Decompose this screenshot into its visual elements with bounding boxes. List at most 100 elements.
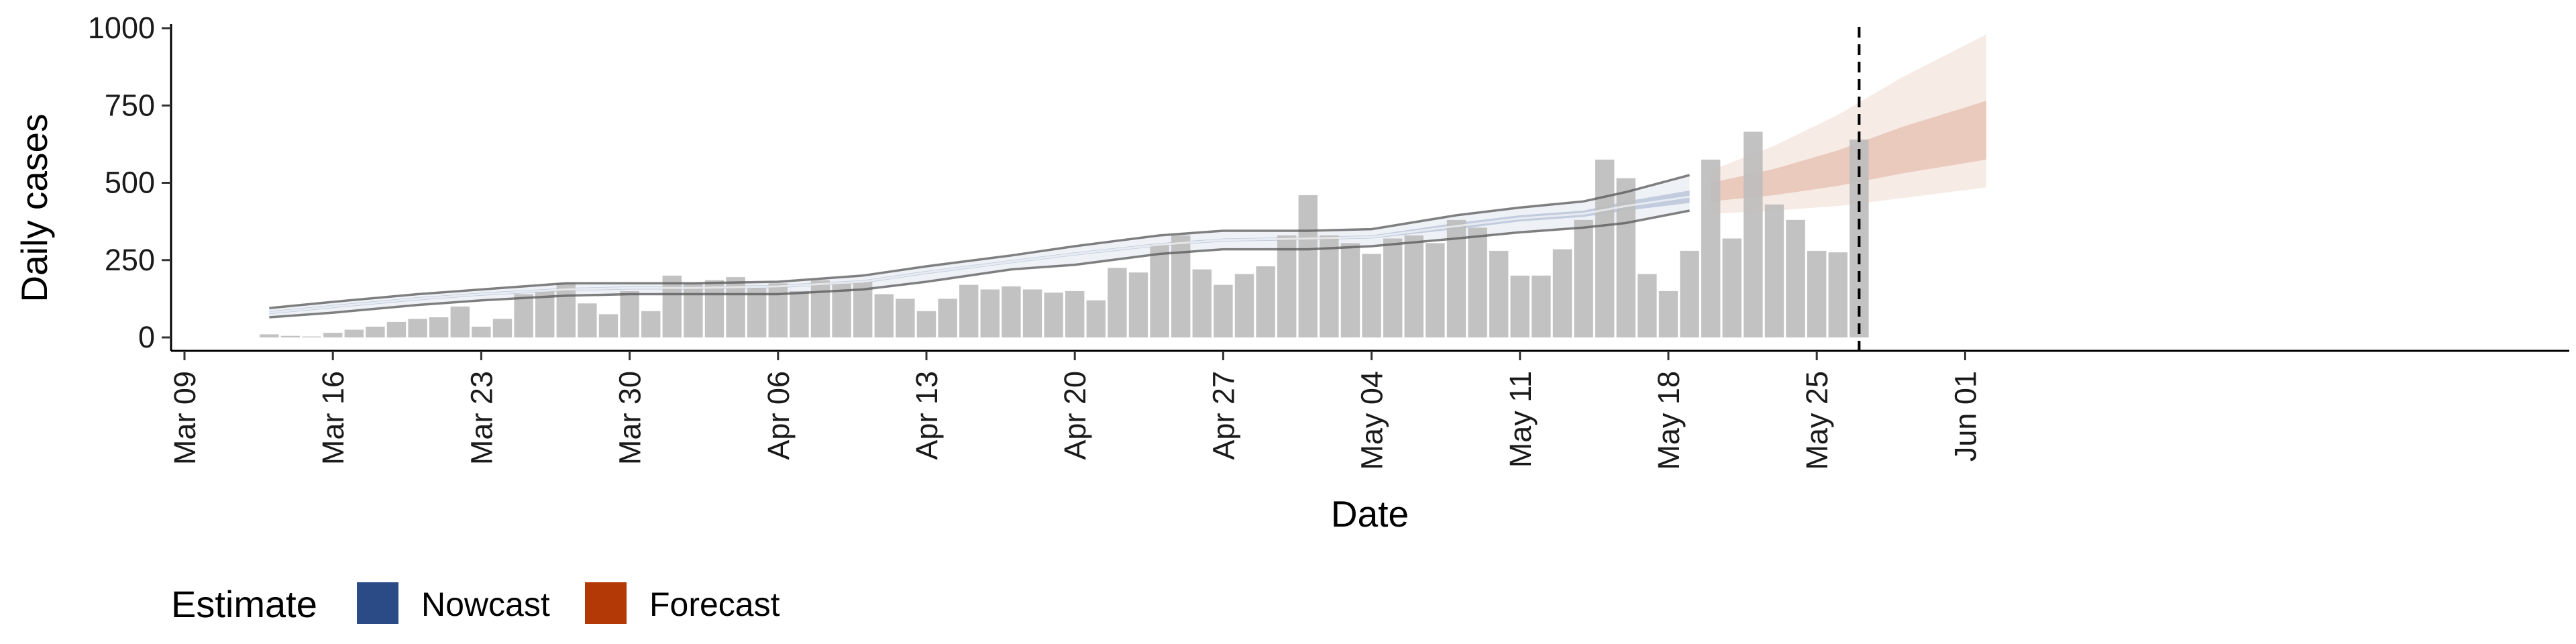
bar — [344, 329, 364, 337]
bar — [704, 280, 724, 337]
axes-layer: 0 250 500 750 1000 Mar 09 Mar 16 Mar 23 Mar 30 Ap… — [88, 11, 2569, 470]
bar — [260, 334, 279, 337]
bar — [1171, 235, 1191, 337]
bar — [980, 289, 1000, 337]
bar — [598, 314, 619, 337]
bar — [1426, 243, 1445, 337]
bar — [1595, 159, 1615, 337]
bar — [323, 333, 343, 337]
bar — [1150, 244, 1169, 337]
bar — [492, 319, 513, 337]
bar — [1404, 235, 1424, 337]
bar — [1320, 235, 1339, 337]
x-tick-label: Apr 27 — [1206, 371, 1240, 460]
bar — [874, 294, 894, 337]
bar — [1214, 284, 1233, 337]
legend: Estimate Nowcast Forecast — [171, 582, 780, 625]
bar — [1340, 243, 1360, 337]
x-tick-label: Apr 20 — [1058, 371, 1092, 460]
bar — [1658, 290, 1678, 337]
x-tick-label: Apr 06 — [761, 371, 796, 460]
bar — [1743, 131, 1763, 337]
bar — [1044, 292, 1063, 337]
y-axis-title: Daily cases — [13, 113, 55, 302]
x-tick-label: May 04 — [1355, 371, 1389, 470]
legend-label-nowcast: Nowcast — [421, 586, 550, 623]
bar — [1828, 252, 1847, 337]
bar — [1234, 274, 1254, 337]
legend-label-forecast: Forecast — [649, 586, 780, 623]
bar — [768, 283, 788, 337]
bar — [1807, 250, 1827, 337]
bar — [1722, 238, 1741, 337]
bar — [1362, 254, 1381, 337]
bar — [1256, 266, 1275, 337]
bar — [1532, 275, 1551, 337]
bar — [959, 284, 979, 337]
bar — [1701, 159, 1721, 337]
legend-swatch-forecast — [585, 582, 627, 624]
bar — [1298, 195, 1318, 337]
bar — [832, 283, 851, 337]
nowcast-median-line — [269, 195, 1690, 314]
x-tick-label: Mar 16 — [316, 371, 350, 465]
nowcast-upper-line — [269, 174, 1690, 309]
y-tick-label: 750 — [105, 88, 155, 122]
bar — [1680, 250, 1699, 337]
band-layer — [269, 34, 1986, 317]
forecast-ci50-band — [1711, 101, 1986, 202]
bar — [1510, 275, 1529, 337]
x-tick-label: Mar 09 — [168, 371, 202, 465]
x-tick-label: May 25 — [1800, 371, 1834, 470]
bar — [1022, 289, 1042, 337]
bar — [472, 326, 491, 337]
y-tick-label: 0 — [138, 320, 155, 354]
bar — [386, 321, 407, 337]
bar — [1108, 268, 1127, 337]
bar — [938, 299, 957, 337]
y-tick-label: 250 — [105, 243, 155, 277]
bar — [1616, 178, 1635, 337]
bar — [1277, 235, 1297, 337]
bar — [916, 311, 936, 337]
bar — [535, 290, 555, 337]
bar — [747, 288, 767, 337]
bar — [1192, 269, 1212, 337]
bar — [684, 283, 703, 337]
x-axis-title: Date — [1331, 493, 1409, 535]
bar — [896, 299, 915, 337]
bar — [1574, 219, 1593, 337]
bars-layer — [260, 131, 1869, 337]
forecast-ci90-band — [1711, 34, 1986, 214]
bar — [1638, 274, 1657, 337]
bar — [810, 280, 830, 337]
bar — [1468, 227, 1487, 337]
bar — [578, 303, 597, 337]
bar — [1086, 300, 1106, 337]
bar — [514, 294, 533, 337]
bar — [1489, 250, 1509, 337]
x-tick-label: Jun 01 — [1948, 371, 1982, 462]
line-layer — [269, 27, 1861, 351]
bar — [1552, 249, 1572, 337]
bar — [1786, 219, 1805, 337]
x-tick-label: Mar 23 — [464, 371, 498, 465]
bar — [1764, 204, 1784, 337]
legend-swatch-nowcast — [357, 582, 398, 624]
x-tick-label: May 11 — [1503, 371, 1538, 468]
bar — [790, 290, 809, 337]
bar — [429, 317, 449, 337]
bar — [1002, 286, 1021, 337]
bar — [620, 290, 639, 337]
bar — [1065, 290, 1085, 337]
bar — [556, 283, 576, 337]
nowcast-ci90-band — [269, 175, 1690, 317]
bar — [450, 306, 470, 337]
bar — [641, 311, 661, 337]
bar — [280, 335, 301, 337]
bar — [408, 319, 427, 337]
x-tick-label: May 18 — [1652, 371, 1686, 470]
x-tick-label: Mar 30 — [613, 371, 647, 465]
legend-title: Estimate — [171, 583, 317, 625]
bar — [1128, 272, 1148, 337]
